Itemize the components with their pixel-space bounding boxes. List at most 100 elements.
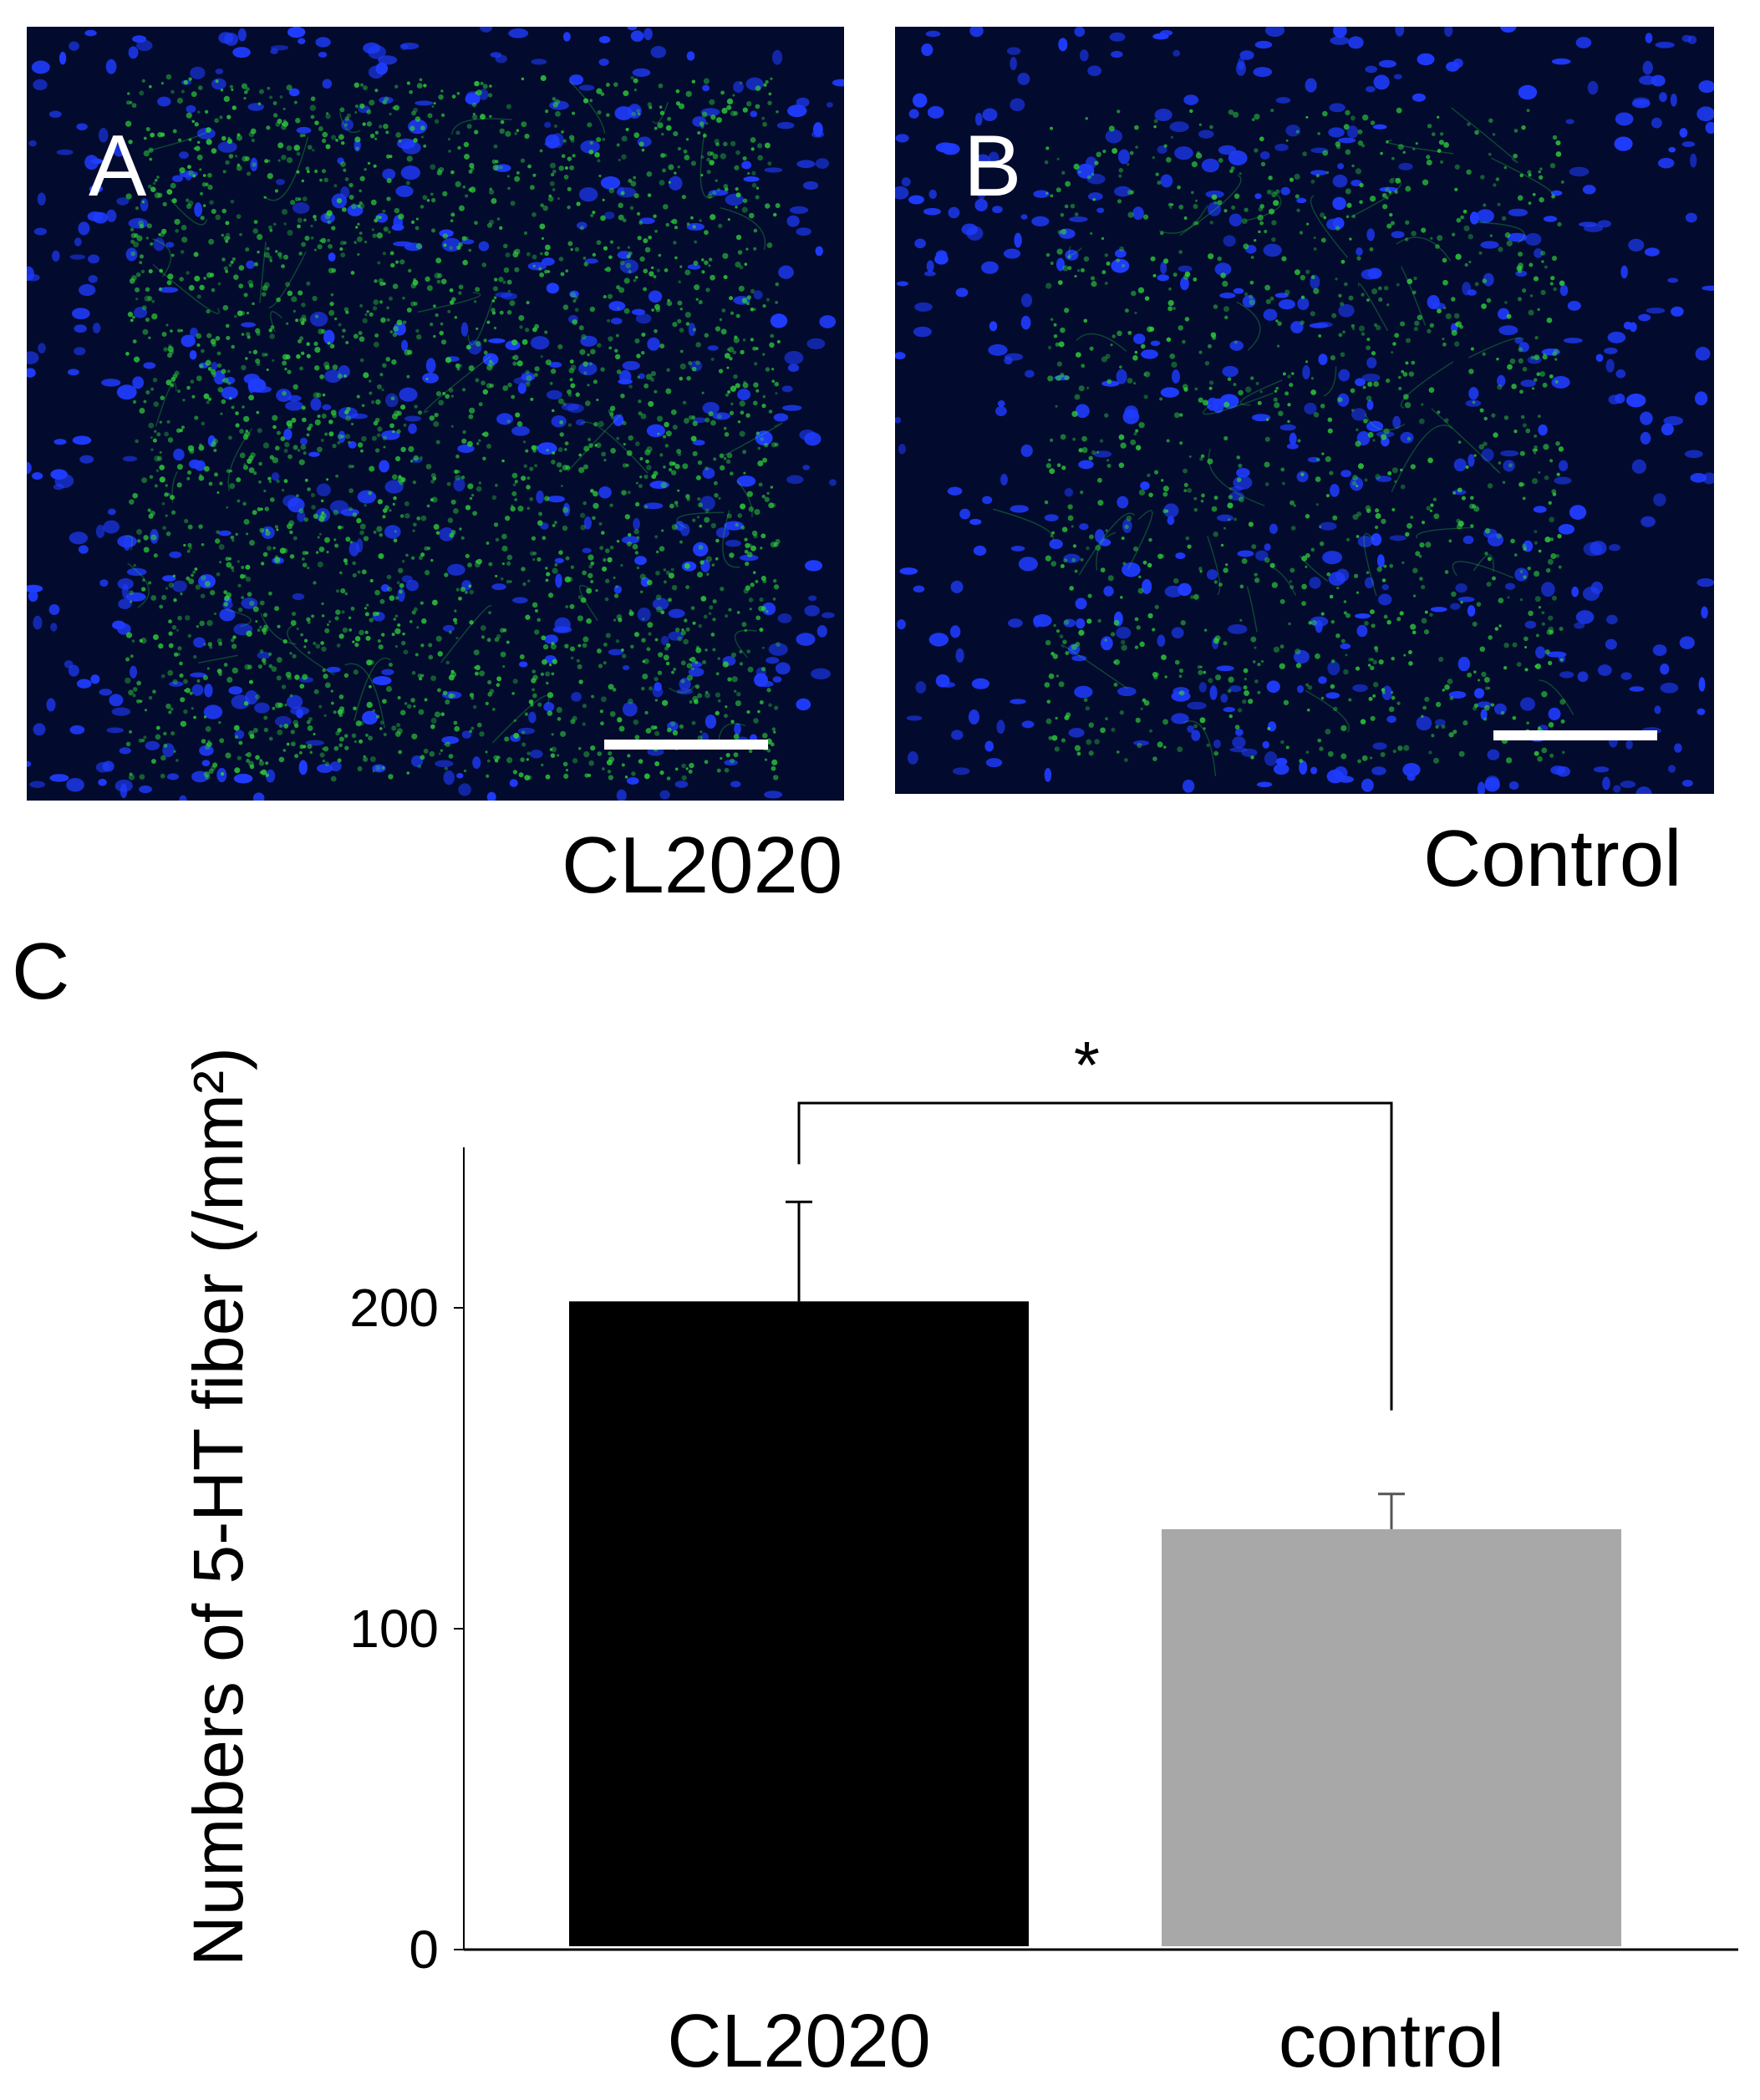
fiber-dot — [592, 252, 597, 257]
fiber-dot — [739, 662, 744, 666]
fiber-strand — [579, 584, 598, 622]
fiber-dot — [182, 399, 186, 402]
fiber-dot — [653, 214, 657, 218]
nucleus — [1631, 459, 1646, 474]
fiber-dot — [320, 438, 324, 442]
fiber-dot — [325, 114, 331, 119]
fiber-dot — [626, 254, 631, 259]
fiber-dot — [159, 231, 165, 237]
fiber-dot — [1213, 531, 1218, 537]
fiber-dot — [569, 135, 575, 140]
nucleus — [1329, 103, 1345, 113]
fiber-strand — [127, 562, 150, 608]
fiber-dot — [1442, 257, 1447, 263]
fiber-dot — [257, 102, 262, 105]
nucleus — [101, 379, 121, 387]
fiber-dot — [225, 557, 230, 562]
fiber-dot — [258, 461, 262, 466]
bar-control — [1162, 1528, 1621, 1946]
fiber-dot — [424, 546, 429, 551]
fiber-dot — [771, 765, 776, 771]
fiber-dot — [366, 109, 372, 114]
nucleus — [1457, 656, 1471, 672]
fiber-dot — [673, 241, 677, 245]
nucleus — [368, 65, 384, 79]
fiber-dot — [265, 530, 271, 536]
fiber-dot — [1137, 743, 1142, 749]
fiber-dot — [581, 333, 587, 340]
fiber-dot — [1274, 402, 1280, 409]
fiber-dot — [1058, 681, 1065, 688]
fiber-dot — [360, 449, 364, 453]
fiber-dot — [379, 216, 382, 219]
fiber-strand — [1451, 107, 1518, 164]
fiber-dot — [474, 80, 480, 87]
fiber-dot — [241, 333, 245, 336]
nucleus — [1205, 190, 1224, 198]
nucleus — [1049, 539, 1063, 550]
fiber-dot — [185, 615, 191, 621]
fiber-dot — [302, 674, 308, 680]
fiber-dot — [378, 553, 384, 560]
fiber-dot — [269, 497, 275, 502]
nucleus — [422, 373, 440, 384]
fiber-dot — [593, 421, 598, 427]
fiber-dot — [391, 474, 398, 481]
fiber-dot — [643, 658, 649, 664]
fiber-dot — [412, 480, 417, 485]
fiber-dot — [514, 248, 521, 255]
fiber-dot — [1135, 445, 1142, 450]
nucleus — [1254, 40, 1273, 49]
fiber-dot — [281, 155, 287, 160]
fiber-dot — [268, 480, 272, 484]
fiber-dot — [231, 638, 235, 643]
fiber-dot — [262, 552, 268, 557]
nucleus — [1299, 760, 1308, 775]
fiber-dot — [318, 704, 323, 709]
nucleus — [399, 387, 418, 402]
fiber-dot — [554, 562, 558, 567]
fiber-dot — [643, 474, 649, 480]
fiber-dot — [244, 664, 251, 670]
nucleus — [1325, 692, 1340, 699]
nucleus — [1328, 127, 1345, 138]
fiber-dot — [357, 570, 361, 574]
fiber-dot — [698, 300, 703, 305]
nucleus — [1117, 686, 1137, 697]
fiber-dot — [1438, 656, 1444, 663]
fiber-dot — [413, 455, 420, 461]
fiber-dot — [1064, 204, 1069, 209]
fiber-dot — [334, 543, 339, 548]
fiber-dot — [226, 114, 231, 119]
fiber-dot — [1270, 108, 1274, 113]
fiber-dot — [249, 734, 255, 740]
fiber-dot — [1408, 661, 1413, 666]
nucleus — [1307, 456, 1320, 463]
nucleus — [296, 126, 312, 135]
fiber-dot — [564, 643, 569, 648]
fiber-dot — [1412, 567, 1418, 574]
fiber-strand — [1323, 366, 1337, 397]
fiber-dot — [430, 479, 435, 484]
fiber-dot — [541, 763, 544, 767]
nucleus — [985, 758, 1003, 768]
nucleus — [329, 761, 342, 772]
fiber-dot — [447, 309, 451, 313]
fiber-dot — [1120, 639, 1126, 645]
fiber-dot — [177, 646, 182, 651]
fiber-dot — [1062, 639, 1067, 644]
fiber-dot — [1546, 317, 1553, 323]
fiber-strand — [260, 613, 297, 645]
fiber-dot — [136, 235, 143, 242]
fiber-dot — [489, 114, 492, 118]
fiber-dot — [359, 530, 364, 536]
fiber-dot — [319, 239, 323, 242]
fiber-dot — [353, 333, 359, 339]
fiber-dot — [1554, 358, 1558, 361]
fiber-dot — [354, 136, 361, 143]
fiber-dot — [445, 394, 450, 399]
fiber-dot — [192, 174, 196, 178]
nucleus — [1651, 117, 1662, 129]
fiber-dot — [417, 674, 422, 679]
fiber-dot — [170, 495, 175, 501]
